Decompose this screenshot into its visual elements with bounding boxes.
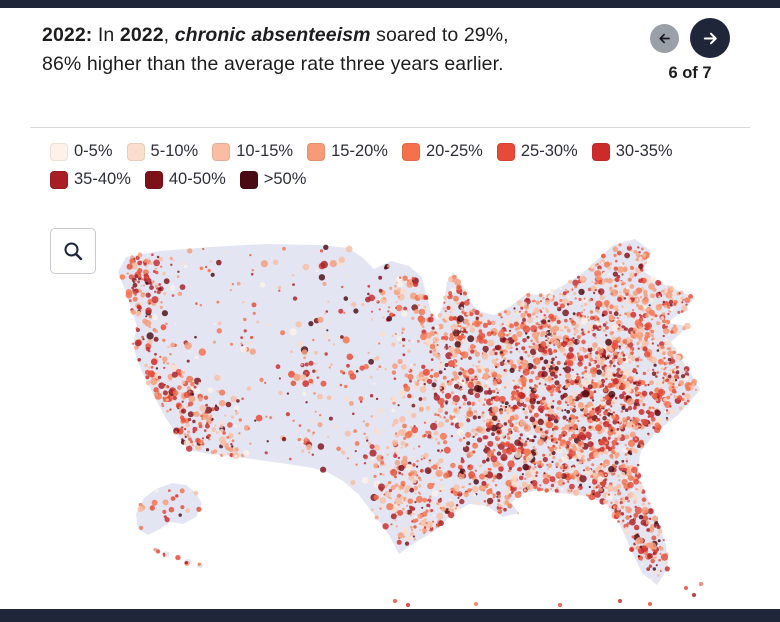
- legend-label: 10-15%: [236, 142, 294, 160]
- legend-row-1: 0-5% 5-10% 10-15% 15-20% 20-25% 25-30% 30-35%: [50, 142, 673, 161]
- zoom-button[interactable]: [50, 228, 96, 274]
- map-dots-layer[interactable]: [119, 243, 704, 608]
- legend-item: >50%: [239, 170, 307, 189]
- legend-label: 40-50%: [168, 170, 226, 188]
- prev-slide-button[interactable]: [650, 23, 679, 53]
- slide-nav: 6 of 7: [650, 18, 730, 83]
- nav-arrows: [650, 18, 730, 58]
- legend-item: 40-50%: [144, 170, 226, 189]
- legend-swatch: [212, 142, 231, 161]
- legend-item: 25-30%: [496, 142, 578, 161]
- top-bar: [0, 0, 780, 8]
- legend-label: 5-10%: [150, 142, 199, 160]
- legend-row-2: 35-40% 40-50% >50%: [50, 170, 673, 189]
- legend-item: 10-15%: [212, 142, 293, 161]
- legend-swatch: [50, 170, 68, 189]
- pagination-label: 6 of 7: [668, 64, 712, 82]
- legend-swatch: [50, 142, 68, 161]
- legend: 0-5% 5-10% 10-15% 15-20% 20-25% 25-30% 30-35% …: [50, 142, 673, 189]
- us-dot-map[interactable]: [90, 232, 730, 617]
- legend-swatch: [144, 170, 163, 189]
- legend-label: 20-25%: [425, 142, 483, 160]
- headline-segment: In: [92, 24, 120, 46]
- headline-segment: 2022:: [42, 24, 93, 46]
- legend-item: 30-35%: [591, 142, 673, 161]
- divider: [30, 127, 750, 128]
- legend-swatch: [591, 142, 610, 161]
- legend-item: 0-5%: [50, 142, 113, 161]
- legend-item: 35-40%: [50, 170, 131, 189]
- next-slide-button[interactable]: [690, 18, 730, 58]
- legend-swatch: [126, 142, 145, 161]
- headline-segment: ,: [163, 24, 175, 46]
- legend-swatch: [401, 142, 420, 161]
- legend-item: 5-10%: [126, 142, 199, 161]
- bottom-bar: [0, 609, 780, 622]
- arrow-right-icon: [703, 32, 717, 44]
- legend-label: 25-30%: [520, 142, 578, 160]
- legend-label: >50%: [263, 170, 307, 188]
- legend-label: 0-5%: [74, 142, 113, 160]
- legend-item: 15-20%: [307, 142, 388, 161]
- arrow-left-icon: [659, 33, 670, 43]
- legend-swatch: [496, 142, 515, 161]
- legend-label: 30-35%: [615, 142, 673, 160]
- magnifier-icon: [64, 242, 83, 261]
- legend-label: 15-20%: [331, 142, 388, 160]
- legend-swatch: [307, 142, 326, 161]
- headline-segment: soared to 29%, 86% higher than the avera…: [42, 24, 509, 75]
- legend-item: 20-25%: [401, 142, 483, 161]
- headline-segment: 2022: [119, 24, 164, 46]
- legend-label: 35-40%: [74, 170, 131, 188]
- headline: 2022: In 2022, chronic absenteeism soare…: [42, 21, 617, 79]
- headline-segment: chronic absenteeism: [174, 24, 371, 46]
- legend-swatch: [239, 170, 258, 189]
